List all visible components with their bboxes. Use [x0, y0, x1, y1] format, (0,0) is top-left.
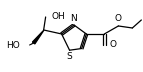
Text: S: S: [67, 52, 72, 61]
Text: O: O: [109, 40, 116, 49]
Text: HO: HO: [6, 41, 20, 50]
Text: O: O: [115, 14, 122, 23]
Text: OH: OH: [52, 12, 65, 21]
Text: N: N: [71, 14, 77, 23]
Polygon shape: [32, 30, 44, 44]
